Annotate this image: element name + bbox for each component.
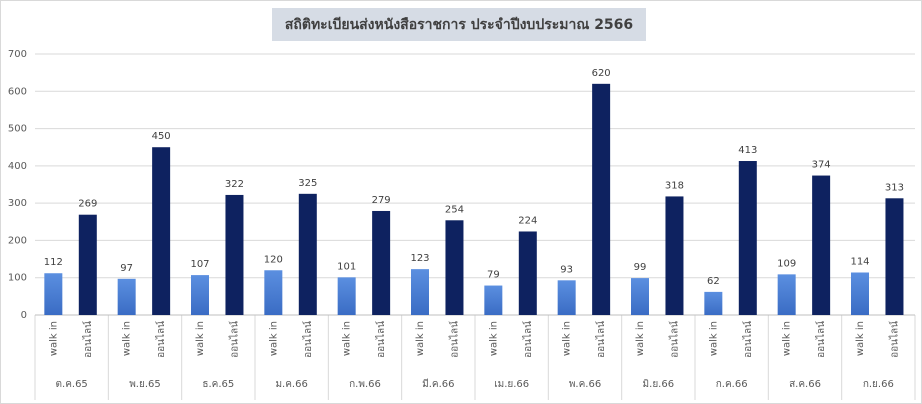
- data-label: 62: [707, 276, 720, 287]
- bar: [738, 161, 757, 315]
- bar: [704, 291, 723, 315]
- title-box: [272, 8, 646, 41]
- data-label: 112: [44, 257, 63, 268]
- y-tick-label: 100: [8, 273, 27, 284]
- x-subcategory-label: ออนไลน์: [668, 321, 680, 358]
- y-tick-label: 400: [8, 161, 27, 172]
- x-subcategory-label: walk in: [562, 321, 573, 356]
- x-category-label: พ.ค.66: [569, 379, 601, 390]
- x-category-label: ก.พ.66: [349, 379, 381, 390]
- data-label: 120: [264, 254, 283, 265]
- data-label: 374: [812, 160, 831, 171]
- x-subcategory-label: ออนไลน์: [595, 321, 607, 358]
- x-subcategory-label: walk in: [122, 321, 133, 356]
- data-label: 325: [298, 178, 317, 189]
- x-subcategory-label: walk in: [195, 321, 206, 356]
- chart-title: สถิติทะเบียนส่งหนังสือราชการ ประจำปีงบปร…: [285, 17, 633, 33]
- x-subcategory-label: walk in: [782, 321, 793, 356]
- x-subcategory-label: ออนไลน์: [742, 321, 754, 358]
- x-subcategory-label: ออนไลน์: [522, 321, 534, 358]
- x-subcategory-label: ออนไลน์: [815, 321, 827, 358]
- x-subcategory-label: ออนไลน์: [375, 321, 387, 358]
- x-subcategory-label: ออนไลน์: [302, 321, 314, 358]
- y-tick-label: 300: [8, 198, 27, 209]
- x-category-label: ต.ค.65: [56, 379, 88, 390]
- bar: [337, 277, 356, 315]
- x-subcategory-label: walk in: [855, 321, 866, 356]
- x-subcategory-label: ออนไลน์: [888, 321, 900, 358]
- bar: [117, 278, 136, 315]
- x-subcategory-label: ออนไลน์: [155, 321, 167, 358]
- x-category-label: ก.ค.66: [716, 379, 748, 390]
- data-label: 99: [634, 262, 647, 273]
- data-label: 107: [190, 259, 209, 270]
- bar: [631, 278, 649, 315]
- bar: [78, 214, 97, 315]
- bar: [225, 194, 244, 315]
- bar: [777, 274, 796, 315]
- bar: [44, 273, 63, 315]
- bar: [484, 285, 503, 315]
- x-category-label: ก.ย.66: [863, 379, 894, 390]
- x-category-label: ธ.ค.65: [202, 379, 234, 390]
- x-subcategory-label: walk in: [488, 321, 499, 356]
- x-category-label: พ.ย.65: [129, 379, 161, 390]
- bar: [592, 83, 611, 315]
- y-tick-label: 0: [21, 310, 27, 321]
- bar: [445, 220, 464, 315]
- x-subcategory-label: ออนไลน์: [82, 321, 94, 358]
- x-category-label: ม.ค.66: [275, 379, 307, 390]
- bar: [411, 269, 429, 315]
- data-label: 123: [410, 253, 429, 264]
- x-category-label: ส.ค.66: [789, 379, 821, 390]
- bar: [518, 231, 537, 315]
- bar: [851, 272, 869, 315]
- data-label: 620: [592, 68, 611, 79]
- x-category-label: มี.ค.66: [422, 378, 454, 390]
- y-tick-label: 600: [8, 86, 27, 97]
- y-tick-label: 500: [8, 124, 27, 135]
- bar: [557, 280, 576, 315]
- bar: [264, 270, 283, 315]
- data-label: 450: [152, 131, 171, 142]
- data-label: 413: [738, 145, 757, 156]
- x-subcategory-label: ออนไลน์: [448, 321, 460, 358]
- x-subcategory-label: walk in: [342, 321, 353, 356]
- data-label: 279: [372, 195, 391, 206]
- bar: [372, 210, 391, 315]
- bar: [152, 147, 171, 315]
- data-label: 269: [78, 199, 97, 210]
- data-label: 101: [337, 261, 356, 272]
- data-label: 313: [885, 182, 904, 193]
- x-subcategory-label: ออนไลน์: [228, 321, 240, 358]
- data-label: 93: [560, 264, 573, 275]
- data-label: 109: [777, 258, 796, 269]
- data-label: 79: [487, 270, 500, 281]
- data-label: 322: [225, 179, 244, 190]
- x-subcategory-label: walk in: [48, 321, 59, 356]
- x-category-label: เม.ย.66: [494, 379, 529, 390]
- x-subcategory-label: walk in: [708, 321, 719, 356]
- data-label: 224: [518, 215, 537, 226]
- bar: [191, 275, 209, 315]
- data-label: 318: [665, 180, 684, 191]
- bar: [665, 196, 684, 315]
- x-subcategory-label: walk in: [635, 321, 646, 356]
- x-subcategory-label: walk in: [268, 321, 279, 356]
- data-label: 114: [850, 256, 869, 267]
- data-label: 254: [445, 204, 464, 215]
- bar: [885, 198, 904, 315]
- bar: [298, 193, 317, 315]
- y-tick-label: 200: [8, 235, 27, 246]
- x-subcategory-label: walk in: [415, 321, 426, 356]
- x-category-label: มิ.ย.66: [643, 379, 675, 390]
- bar: [812, 175, 831, 315]
- data-label: 97: [120, 263, 133, 274]
- y-tick-label: 700: [8, 49, 27, 60]
